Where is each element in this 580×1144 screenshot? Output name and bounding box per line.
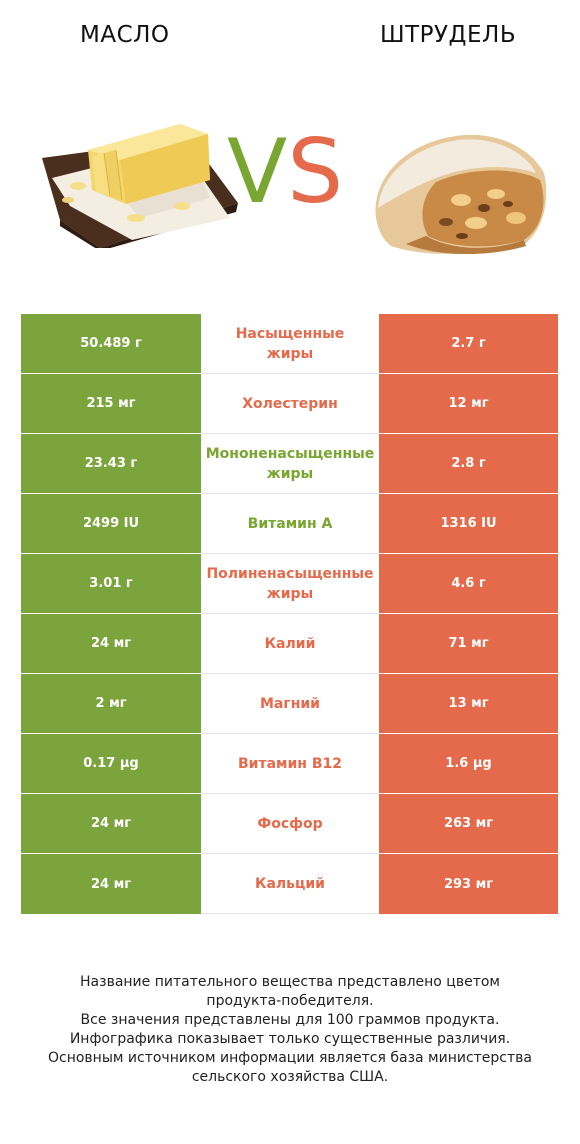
table-row: 215 мг Холестерин 12 мг [21,374,558,434]
strudel-image [366,118,552,268]
nutrient-name: Магний [201,674,379,734]
right-value: 71 мг [379,614,558,674]
left-value: 2 мг [21,674,201,734]
left-value: 50.489 г [21,314,201,374]
nutrient-name-line2: жиры [266,345,314,362]
right-value: 1316 IU [379,494,558,554]
right-value: 4.6 г [379,554,558,614]
butter-image [40,108,240,251]
table-row: 0.17 µg Витамин B12 1.6 µg [21,734,558,794]
nutrient-name: Витамин A [201,494,379,554]
vs-s-letter: S [287,120,344,223]
left-value: 24 мг [21,614,201,674]
right-value: 1.6 µg [379,734,558,794]
left-value: 2499 IU [21,494,201,554]
left-value: 24 мг [21,854,201,914]
right-value: 13 мг [379,674,558,734]
nutrient-name-line1: Магний [260,695,320,712]
right-value: 263 мг [379,794,558,854]
footer-line: продукта-победителя. [206,993,374,1009]
vs-label: VS [227,128,343,216]
nutrient-name-line1: Насыщенные [235,325,345,342]
footer-line: Название питательного вещества представл… [80,974,500,990]
footer-line: Все значения представлены для 100 граммо… [80,1012,500,1028]
left-value: 24 мг [21,794,201,854]
nutrient-name-line1: Витамин B12 [238,755,342,772]
footer-line: Основным источником информации является … [48,1050,532,1066]
vs-v-letter: V [227,120,288,223]
nutrient-name-line2: жиры [266,585,314,602]
footer-line: Инфографика показывает только существенн… [69,1031,511,1047]
right-value: 293 мг [379,854,558,914]
left-value: 23.43 г [21,434,201,494]
nutrient-name: Калий [201,614,379,674]
right-value: 2.7 г [379,314,558,374]
nutrient-name: Холестерин [201,374,379,434]
left-value: 215 мг [21,374,201,434]
nutrient-name-line2: жиры [266,465,314,482]
table-row: 23.43 г Мононенасыщенные жиры 2.8 г [21,434,558,494]
nutrient-name: Кальций [201,854,379,914]
table-row: 2 мг Магний 13 мг [21,674,558,734]
nutrient-name: Полиненасыщенные жиры [201,554,379,614]
table-row: 2499 IU Витамин A 1316 IU [21,494,558,554]
left-product-title: МАСЛО [80,22,170,48]
nutrient-name-line1: Полиненасыщенные [206,565,374,582]
right-value: 2.8 г [379,434,558,494]
right-product-title: ШТРУДЕЛЬ [380,22,517,48]
footer-line: сельского хозяйства США. [191,1069,389,1085]
nutrient-name-line1: Витамин A [247,515,333,532]
table-row: 3.01 г Полиненасыщенные жиры 4.6 г [21,554,558,614]
nutrient-name: Насыщенные жиры [201,314,379,374]
nutrient-name: Мононенасыщенные жиры [201,434,379,494]
nutrient-name-line1: Кальций [255,875,325,892]
comparison-table: 50.489 г Насыщенные жиры 2.7 г 215 мг Холесте… [21,314,558,914]
nutrient-name: Фосфор [201,794,379,854]
table-row: 24 мг Фосфор 263 мг [21,794,558,854]
nutrient-name-line1: Калий [264,635,316,652]
table-row: 50.489 г Насыщенные жиры 2.7 г [21,314,558,374]
nutrient-name-line1: Холестерин [242,395,338,412]
footer-notes: Название питательного вещества представл… [10,973,570,1087]
left-value: 0.17 µg [21,734,201,794]
right-value: 12 мг [379,374,558,434]
table-row: 24 мг Калий 71 мг [21,614,558,674]
nutrient-name: Витамин B12 [201,734,379,794]
table-row: 24 мг Кальций 293 мг [21,854,558,914]
left-value: 3.01 г [21,554,201,614]
nutrient-name-line1: Фосфор [257,815,323,832]
nutrient-name-line1: Мононенасыщенные [205,445,375,462]
